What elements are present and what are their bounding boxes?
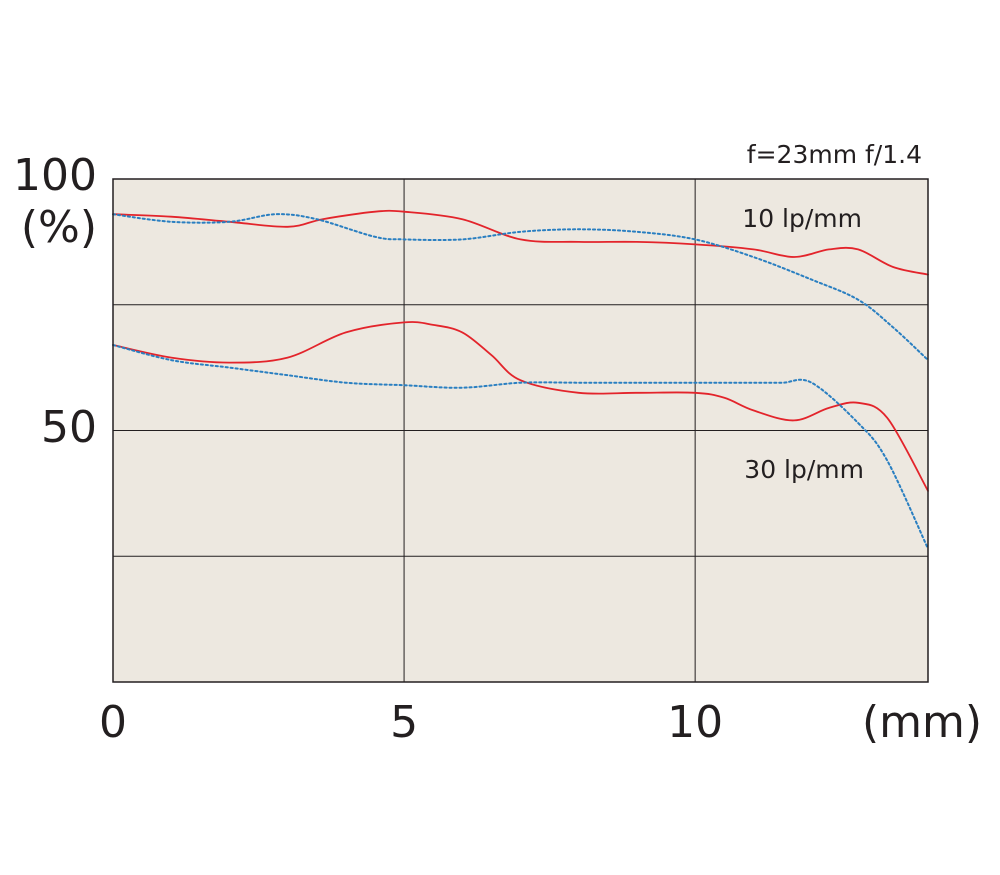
x-tick-label-5: 5	[390, 697, 418, 748]
x-tick-label-0: 0	[99, 697, 127, 748]
chart-title: f=23mm f/1.4	[747, 140, 922, 169]
grid-lines	[113, 179, 928, 682]
series-line-30-lp-mm-solid	[112, 321, 929, 492]
mtf-curves	[112, 209, 929, 550]
y-tick-label-50: 50	[41, 402, 97, 453]
y-tick-label-100: 100	[13, 150, 97, 201]
annotation-10-lp-mm: 10 lp/mm	[742, 204, 862, 233]
series-line-30-lp-mm-dotted	[112, 344, 929, 550]
y-axis-label: (%)	[21, 202, 97, 253]
x-axis-label: (mm)	[862, 697, 982, 748]
annotation-30-lp-mm: 30 lp/mm	[744, 455, 864, 484]
plot-frame	[112, 178, 929, 683]
series-line-10-lp-mm-dotted	[112, 213, 929, 362]
x-tick-label-10: 10	[667, 697, 723, 748]
series-line-10-lp-mm-solid	[112, 209, 929, 276]
